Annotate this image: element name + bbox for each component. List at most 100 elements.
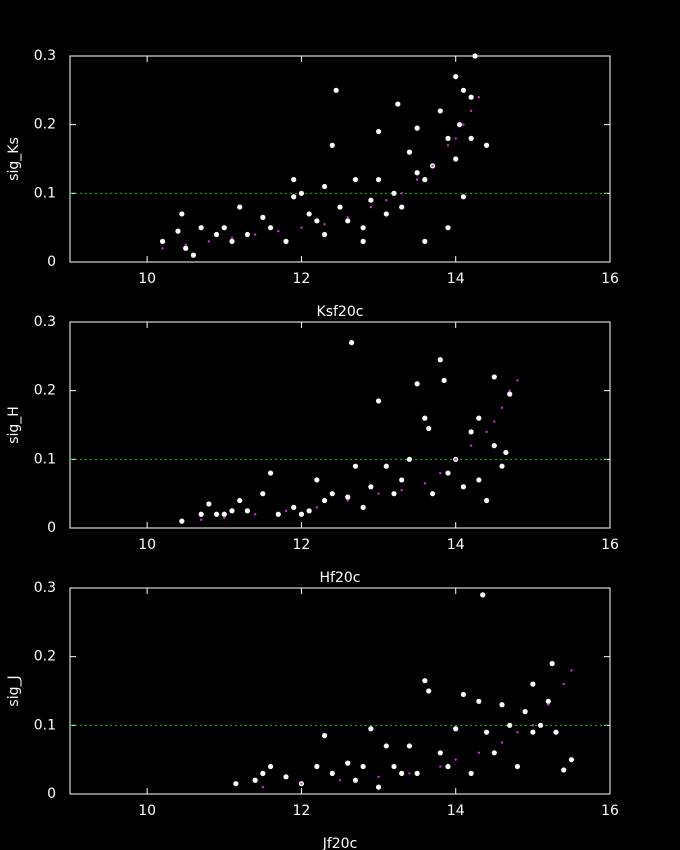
model-point <box>493 420 496 423</box>
point <box>298 190 305 196</box>
model-point <box>199 518 203 521</box>
plot-frame <box>69 321 611 529</box>
point <box>183 245 189 251</box>
model-point <box>400 489 403 492</box>
x-tick-label: 14 <box>447 537 465 553</box>
point <box>375 128 382 135</box>
point <box>553 729 559 735</box>
model-point <box>261 785 265 789</box>
point <box>333 87 339 93</box>
point <box>306 508 312 514</box>
point <box>437 750 443 756</box>
point <box>267 763 274 770</box>
point <box>360 763 366 770</box>
model-point <box>346 499 349 502</box>
point <box>406 456 413 462</box>
y-tick-label: 0 <box>47 254 56 270</box>
point <box>391 491 397 497</box>
plot-frame <box>69 587 611 795</box>
model-point <box>531 724 535 727</box>
y-tick-label: 0.3 <box>34 314 56 330</box>
point <box>159 238 166 244</box>
point <box>345 494 351 500</box>
x-tick-label: 10 <box>138 803 156 819</box>
point <box>345 760 351 766</box>
x-tick-label: 12 <box>293 271 311 287</box>
model-point <box>469 109 473 113</box>
y-tick-label: 0.1 <box>34 185 56 201</box>
point <box>507 391 513 397</box>
point <box>441 377 447 383</box>
point <box>453 74 459 80</box>
point <box>445 763 451 770</box>
model-point <box>547 703 550 706</box>
model-point <box>415 178 419 181</box>
point <box>233 781 239 787</box>
x-tick-label: 16 <box>601 271 619 287</box>
point <box>460 194 467 200</box>
point <box>298 511 305 517</box>
point <box>399 477 405 483</box>
point <box>190 252 197 258</box>
point <box>453 726 459 732</box>
point <box>283 774 289 780</box>
x-tick-label: 14 <box>447 803 465 819</box>
y-tick-label: 0 <box>47 520 56 536</box>
point <box>476 477 482 483</box>
point <box>375 177 382 183</box>
point <box>345 218 351 224</box>
point <box>426 425 432 432</box>
point <box>275 511 281 517</box>
point <box>267 470 274 476</box>
point <box>352 777 359 783</box>
model-point <box>516 731 519 734</box>
point <box>291 177 297 183</box>
model-point <box>253 233 257 236</box>
model-point <box>284 509 288 513</box>
model-point <box>346 216 349 219</box>
point <box>375 398 382 404</box>
model-point <box>454 458 457 461</box>
point <box>483 497 490 504</box>
model-point <box>184 243 187 247</box>
model-point <box>439 471 442 475</box>
x-tick-label: 10 <box>138 537 156 553</box>
point <box>329 770 335 777</box>
point <box>260 491 266 497</box>
point <box>283 238 289 244</box>
point <box>530 729 536 735</box>
x-axis-label: Ksf20c <box>317 304 364 320</box>
point <box>291 504 297 510</box>
point <box>368 484 374 490</box>
point <box>213 231 220 238</box>
point <box>437 108 443 114</box>
point <box>391 763 397 770</box>
point <box>213 511 220 517</box>
point <box>368 197 374 203</box>
y-tick-label: 0.3 <box>34 580 56 596</box>
model-point <box>516 379 519 382</box>
model-point <box>253 513 257 516</box>
point <box>321 733 328 739</box>
point <box>514 763 521 770</box>
model-point <box>477 96 481 99</box>
point <box>483 142 490 148</box>
point <box>314 218 320 224</box>
model-point <box>369 205 373 209</box>
point <box>229 508 235 514</box>
x-tick-label: 10 <box>138 271 156 287</box>
point <box>244 231 251 238</box>
point <box>360 225 366 231</box>
y-tick-label: 0.2 <box>34 117 56 133</box>
point <box>422 415 428 421</box>
point <box>491 443 497 449</box>
point <box>198 225 204 231</box>
point <box>306 211 312 217</box>
point <box>437 357 443 363</box>
model-point <box>508 389 511 392</box>
point <box>391 190 397 196</box>
point <box>545 698 551 704</box>
point <box>383 743 389 749</box>
